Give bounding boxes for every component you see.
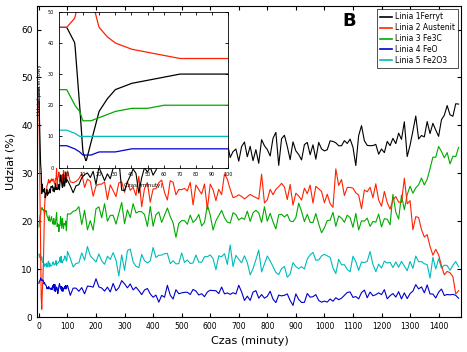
Legend: Linia 1Ferryt, Linia 2 Austenit, Linia 3 Fe3C, Linia 4 FeO, Linia 5 Fe2O3: Linia 1Ferryt, Linia 2 Austenit, Linia 3…: [377, 10, 458, 68]
X-axis label: Czas (minuty): Czas (minuty): [211, 337, 288, 346]
Text: B: B: [343, 12, 356, 30]
Y-axis label: Udział (%): Udział (%): [6, 133, 15, 190]
